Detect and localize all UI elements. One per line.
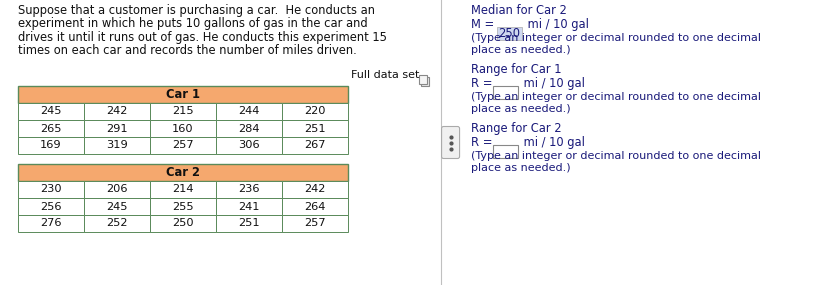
Text: 257: 257 [304, 219, 326, 229]
Text: mi / 10 gal: mi / 10 gal [519, 77, 584, 90]
Text: R =: R = [471, 136, 492, 149]
Bar [216, 198, 282, 215]
Text: 256: 256 [40, 201, 62, 211]
Text: mi / 10 gal: mi / 10 gal [523, 18, 589, 31]
Text: 250: 250 [498, 27, 520, 40]
Bar [18, 86, 348, 103]
Bar [282, 198, 348, 215]
Text: 214: 214 [172, 184, 194, 194]
Text: 252: 252 [106, 219, 128, 229]
Bar [492, 145, 517, 158]
Bar [150, 137, 216, 154]
Bar [282, 137, 348, 154]
Text: 160: 160 [172, 123, 194, 133]
Text: place as needed.): place as needed.) [471, 45, 570, 55]
Bar [84, 137, 150, 154]
Bar [18, 120, 84, 137]
Text: 291: 291 [106, 123, 128, 133]
Text: Range for Car 2: Range for Car 2 [471, 122, 561, 135]
Text: Median for Car 2: Median for Car 2 [471, 4, 567, 17]
Text: (Type an integer or decimal rounded to one decimal: (Type an integer or decimal rounded to o… [471, 151, 761, 161]
Text: experiment in which he puts 10 gallons of gas in the car and: experiment in which he puts 10 gallons o… [18, 17, 368, 30]
Bar [18, 164, 348, 181]
Text: 250: 250 [172, 219, 194, 229]
Text: 257: 257 [172, 141, 194, 150]
Text: 169: 169 [40, 141, 62, 150]
Bar [216, 137, 282, 154]
Bar [216, 181, 282, 198]
Text: 242: 242 [106, 107, 128, 117]
Bar [18, 137, 84, 154]
Bar [84, 215, 150, 232]
Text: Suppose that a customer is purchasing a car.  He conducts an: Suppose that a customer is purchasing a … [18, 4, 375, 17]
Text: 265: 265 [40, 123, 62, 133]
Text: 206: 206 [106, 184, 128, 194]
Bar [216, 103, 282, 120]
Text: Car 1: Car 1 [166, 88, 200, 101]
Text: mi / 10 gal: mi / 10 gal [519, 136, 584, 149]
Text: place as needed.): place as needed.) [471, 104, 570, 114]
Text: 306: 306 [238, 141, 260, 150]
Text: Range for Car 1: Range for Car 1 [471, 63, 561, 76]
Text: 264: 264 [304, 201, 326, 211]
Text: 251: 251 [238, 219, 260, 229]
Text: 245: 245 [40, 107, 62, 117]
Text: place as needed.): place as needed.) [471, 163, 570, 173]
Bar [18, 215, 84, 232]
Text: 319: 319 [106, 141, 128, 150]
Text: 220: 220 [304, 107, 326, 117]
Text: (Type an integer or decimal rounded to one decimal: (Type an integer or decimal rounded to o… [471, 33, 761, 43]
Bar [84, 198, 150, 215]
Bar [18, 181, 84, 198]
Bar [282, 103, 348, 120]
Text: 284: 284 [238, 123, 260, 133]
Text: 255: 255 [172, 201, 194, 211]
Bar [497, 27, 522, 40]
Text: 230: 230 [40, 184, 62, 194]
Bar [492, 86, 517, 99]
Bar [282, 215, 348, 232]
Text: Full data set: Full data set [350, 70, 419, 80]
Text: R =: R = [471, 77, 492, 90]
Bar [421, 77, 429, 86]
Text: 267: 267 [304, 141, 326, 150]
Bar [84, 181, 150, 198]
Bar [150, 120, 216, 137]
Text: 215: 215 [172, 107, 194, 117]
Text: 242: 242 [304, 184, 326, 194]
Text: 236: 236 [238, 184, 260, 194]
Bar [216, 215, 282, 232]
Text: M =: M = [471, 18, 494, 31]
Text: times on each car and records the number of miles driven.: times on each car and records the number… [18, 44, 357, 58]
Text: 244: 244 [238, 107, 260, 117]
FancyBboxPatch shape [441, 127, 460, 158]
Bar [150, 103, 216, 120]
Bar [18, 198, 84, 215]
Text: Car 2: Car 2 [166, 166, 200, 179]
Text: 245: 245 [106, 201, 128, 211]
Bar [282, 120, 348, 137]
Bar [282, 181, 348, 198]
Text: (Type an integer or decimal rounded to one decimal: (Type an integer or decimal rounded to o… [471, 92, 761, 102]
Bar [216, 120, 282, 137]
Bar [419, 75, 426, 84]
Text: 241: 241 [238, 201, 260, 211]
Bar [150, 181, 216, 198]
Text: 276: 276 [40, 219, 62, 229]
Bar [150, 215, 216, 232]
Bar [84, 120, 150, 137]
Text: drives it until it runs out of gas. He conducts this experiment 15: drives it until it runs out of gas. He c… [18, 31, 387, 44]
Bar [18, 103, 84, 120]
Bar [150, 198, 216, 215]
Text: 251: 251 [304, 123, 326, 133]
Bar [84, 103, 150, 120]
